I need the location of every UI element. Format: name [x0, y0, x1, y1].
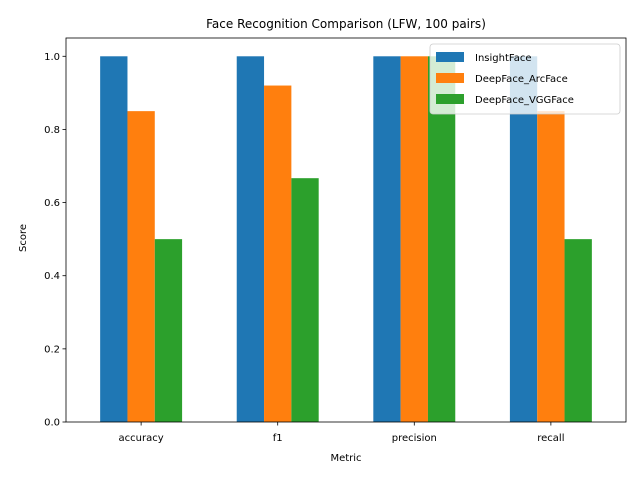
bar-insightface-f1	[236, 56, 265, 422]
legend-swatch	[436, 73, 464, 83]
y-tick-label: 1.0	[44, 52, 60, 63]
legend-box	[429, 43, 621, 115]
x-tick-label-precision: precision	[392, 433, 437, 444]
chart-title: Face Recognition Comparison (LFW, 100 pa…	[206, 17, 486, 31]
bar-deepface-arcface-recall	[537, 111, 565, 422]
bar-deepface-vggface-accuracy	[154, 239, 183, 422]
bar-deepface-vggface-precision	[427, 56, 456, 422]
x-tick-label-f1: f1	[273, 433, 283, 444]
legend-label: DeepFace_ArcFace	[475, 74, 568, 85]
bar-insightface-recall	[509, 56, 538, 422]
y-tick-label: 0.4	[44, 271, 60, 282]
y-axis-label: Score	[18, 224, 29, 252]
x-axis-label: Metric	[330, 453, 361, 464]
bar-deepface-arcface-f1	[264, 85, 292, 422]
y-tick-label: 0.0	[44, 418, 60, 429]
y-tick-label: 0.8	[44, 125, 60, 136]
bar-deepface-vggface-recall	[564, 239, 592, 422]
axes-group: 0.0 0.2 0.4 0.6 0.8 1.0 accuracy f1 precision rec…	[44, 37, 627, 444]
legend-swatch	[436, 94, 464, 104]
y-tick-label: 0.6	[44, 198, 60, 209]
legend: InsightFace DeepFace_ArcFace DeepFace_VGGF…	[429, 43, 621, 115]
y-tick-label: 0.2	[44, 344, 60, 355]
legend-swatch	[436, 52, 464, 62]
bar-insightface-precision	[373, 56, 401, 422]
x-tick-label-recall: recall	[537, 433, 564, 444]
bar-deepface-arcface-precision	[400, 56, 428, 422]
bars-group	[100, 56, 592, 422]
bar-deepface-vggface-f1	[291, 178, 319, 422]
bar-insightface-accuracy	[100, 56, 128, 422]
bar-deepface-arcface-accuracy	[127, 111, 155, 422]
plot-frame	[65, 37, 627, 423]
legend-label: DeepFace_VGGFace	[475, 95, 574, 106]
legend-label: InsightFace	[475, 53, 532, 64]
x-tick-label-accuracy: accuracy	[119, 433, 164, 444]
